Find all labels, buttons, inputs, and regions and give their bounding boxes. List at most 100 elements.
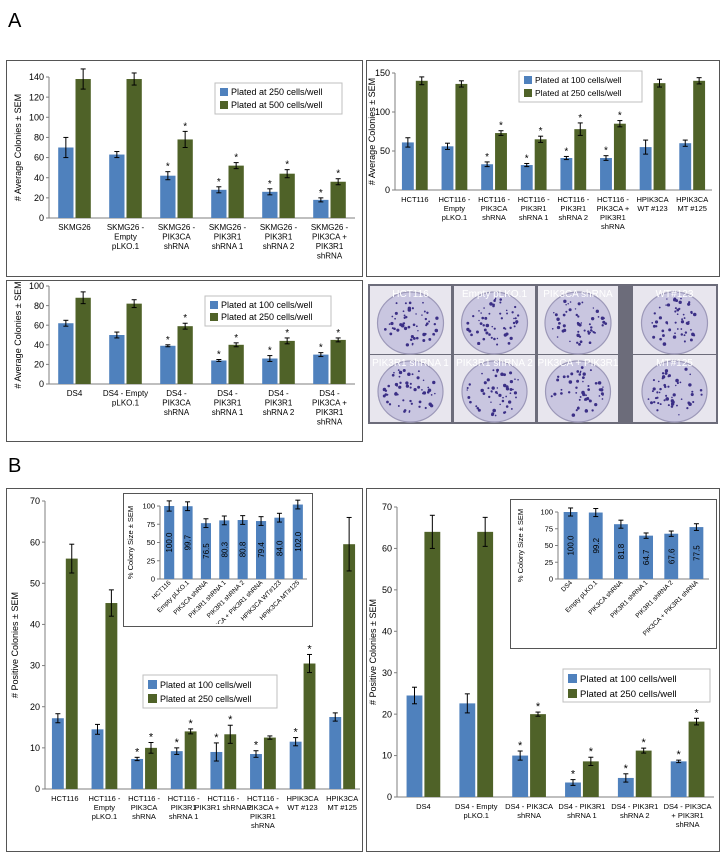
colony-dot xyxy=(489,302,493,306)
colony-dot xyxy=(579,370,582,373)
y-tick-label: 40 xyxy=(30,620,40,630)
colony-dot xyxy=(505,405,509,408)
x-tick-label: HCT116 -PIK3CA shRNA xyxy=(128,794,160,821)
significance-star: * xyxy=(564,146,568,157)
legend-swatch xyxy=(210,313,218,321)
colony-dot xyxy=(466,321,470,325)
bar-series1 xyxy=(210,751,223,789)
colony-dot xyxy=(490,401,492,403)
colony-dot xyxy=(657,380,660,383)
plate-label: MT#125 xyxy=(656,358,693,369)
bar-series1 xyxy=(170,751,183,789)
bar-series2 xyxy=(693,80,706,190)
x-tick-label: HCT116 -PIK3R1 shRNA 1 xyxy=(168,794,200,821)
colony-dot xyxy=(481,316,485,320)
colony-dot xyxy=(515,396,517,399)
data-label: 80.3 xyxy=(220,541,229,557)
colony-dot xyxy=(492,408,496,413)
colony-dot xyxy=(565,304,567,306)
legend-label: Plated at 250 cells/well xyxy=(535,88,622,98)
colony-dot xyxy=(601,398,604,400)
colony-dot xyxy=(412,336,416,340)
y-tick-label: 50 xyxy=(380,146,390,156)
y-axis-title: # Positive Colonies ± SEM xyxy=(368,599,378,705)
colony-dot xyxy=(482,337,486,341)
significance-star: * xyxy=(217,177,221,188)
bar-series2 xyxy=(330,339,346,384)
bar-series2 xyxy=(477,531,494,797)
significance-star: * xyxy=(285,160,289,171)
significance-star: * xyxy=(604,146,608,157)
colony-dot xyxy=(514,378,516,380)
significance-star: * xyxy=(578,113,582,124)
colony-dot xyxy=(499,301,502,304)
colony-dot xyxy=(689,338,693,342)
colony-dot xyxy=(428,337,432,341)
y-tick-label: 150 xyxy=(375,68,390,78)
bar-series1 xyxy=(670,761,687,797)
colony-dot xyxy=(434,392,436,395)
x-tick-label: DS4 -PIK3R1 shRNA 2 xyxy=(263,389,295,417)
colony-dot xyxy=(597,381,602,385)
legend-swatch xyxy=(148,694,157,703)
colony-dot xyxy=(686,407,689,410)
colony-dot xyxy=(590,316,595,321)
colony-dot xyxy=(503,373,507,377)
colony-dot xyxy=(551,327,554,330)
colony-dot xyxy=(658,306,661,309)
chart-b1-inset: 0 25 50 75 100 % Colony Size ± SEM 100.0 99.7 76… xyxy=(126,499,307,624)
colony-dot xyxy=(412,323,416,327)
data-label: 99.7 xyxy=(184,534,193,550)
significance-star: * xyxy=(539,126,543,137)
colony-dot xyxy=(576,321,580,325)
colony-dot xyxy=(468,329,472,333)
colony-dot xyxy=(587,388,590,391)
colony-dot xyxy=(568,380,573,384)
colony-dot xyxy=(577,406,580,409)
colony-dot xyxy=(571,413,576,417)
x-tick-label: SKMG26 -Empty pLKO.1 xyxy=(107,223,145,251)
colony-dot xyxy=(553,312,555,314)
y-tick-label: 0 xyxy=(385,185,390,195)
colony-dot xyxy=(402,368,406,372)
data-label: 84.0 xyxy=(275,540,284,556)
colony-plate xyxy=(461,360,528,423)
legend-swatch xyxy=(568,674,577,683)
bar-series2 xyxy=(495,133,507,190)
colony-dot xyxy=(509,371,513,375)
colony-dot xyxy=(513,325,516,328)
colony-dot xyxy=(482,324,485,327)
colony-plate xyxy=(376,291,445,355)
colony-dot xyxy=(560,388,563,391)
bar-series1 xyxy=(58,323,74,384)
colony-dot xyxy=(690,392,694,397)
colony-dot xyxy=(517,378,519,381)
chart-b2-inset: 0 25 50 75 100 % Colony Size ± SEM 100.0 99.2 81… xyxy=(516,507,709,637)
bar-series1 xyxy=(182,506,193,579)
colony-dot xyxy=(426,390,430,394)
colony-dot xyxy=(408,411,411,413)
significance-star: * xyxy=(234,333,238,344)
colony-dot xyxy=(667,404,670,407)
chart-b1: 0 10 20 30 40 50 60 70 # Positive Colonies ± SEM… xyxy=(10,496,360,830)
colony-dot xyxy=(422,301,424,304)
colony-dot xyxy=(399,323,403,327)
y-tick-label: 40 xyxy=(34,173,44,183)
significance-star: * xyxy=(149,732,154,744)
colony-dot xyxy=(483,381,487,385)
x-tick-label: DS4 - PIK3CA shRNA xyxy=(505,802,553,820)
legend-label: Plated at 250 cells/well xyxy=(221,312,313,322)
legend-label: Plated at 250 cells/well xyxy=(580,689,677,700)
colony-dot xyxy=(488,395,491,399)
colony-dot xyxy=(678,300,682,305)
colony-dot xyxy=(405,384,410,388)
colony-dot xyxy=(675,384,677,387)
x-tick-label: HPIK3CA WT #123 xyxy=(637,195,669,213)
colony-dot xyxy=(578,373,582,376)
inset-frame-b2 xyxy=(510,499,717,649)
colony-dot xyxy=(588,399,592,403)
significance-star: * xyxy=(234,153,238,164)
colony-dot xyxy=(569,301,572,303)
plate-label: PIK3CA shRNA xyxy=(543,289,613,300)
colony-dot xyxy=(483,328,487,332)
